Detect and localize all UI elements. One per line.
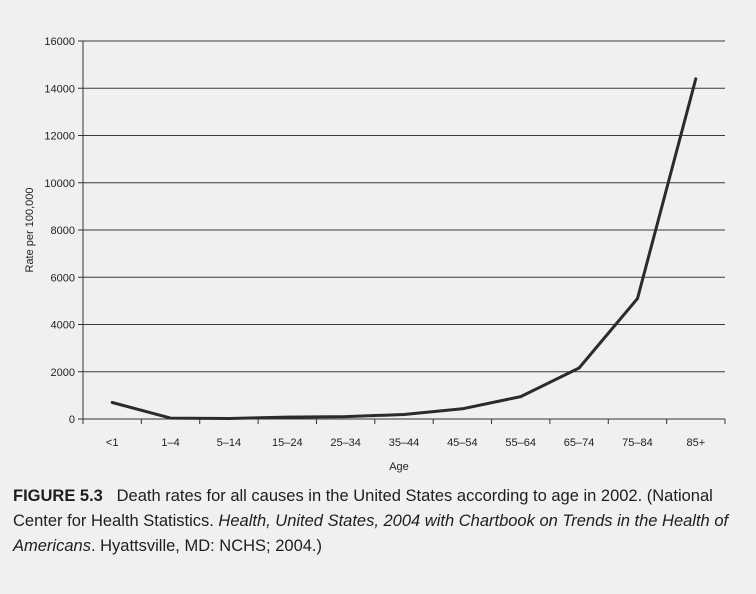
y-axis-title: Rate per 100,000 bbox=[24, 187, 36, 272]
x-tick-labels: <1 1–4 5–14 15–24 25–34 35–44 45–54 55–64 65–74 7… bbox=[106, 437, 705, 449]
caption-text-2: . Hyattsville, MD: NCHS; 2004.) bbox=[90, 537, 323, 555]
x-tick-label-8: 65–74 bbox=[564, 437, 595, 449]
y-tick-label-8: 16000 bbox=[44, 36, 75, 48]
y-tick-label-0: 0 bbox=[69, 414, 75, 426]
x-tick-label-6: 45–54 bbox=[447, 437, 478, 449]
series-lines bbox=[110, 77, 698, 420]
figure-label: FIGURE 5.3 bbox=[13, 487, 103, 505]
gridlines bbox=[83, 40, 725, 373]
series-line-0 bbox=[110, 77, 698, 420]
x-tick-label-1: 1–4 bbox=[161, 437, 179, 449]
figure-caption: FIGURE 5.3 Death rates for all causes in… bbox=[13, 484, 748, 559]
y-tick-labels: 0 2000 4000 6000 8000 10000 12000 14000 16000 bbox=[44, 36, 75, 426]
x-tick-label-4: 25–34 bbox=[330, 437, 361, 449]
x-tick-label-3: 15–24 bbox=[272, 437, 303, 449]
x-tick-label-7: 55–64 bbox=[505, 437, 536, 449]
y-tick-label-4: 8000 bbox=[51, 225, 75, 237]
y-tick-label-1: 2000 bbox=[51, 367, 75, 379]
x-tick-label-2: 5–14 bbox=[217, 437, 241, 449]
x-tick-label-0: <1 bbox=[106, 437, 119, 449]
death-rate-chart: 0 2000 4000 6000 8000 10000 12000 14000 16000 <1… bbox=[24, 36, 726, 473]
x-tick-label-10: 85+ bbox=[686, 437, 705, 449]
x-tick-label-5: 35–44 bbox=[389, 437, 420, 449]
x-tick-label-9: 75–84 bbox=[622, 437, 653, 449]
y-tick-label-7: 14000 bbox=[44, 83, 75, 95]
y-tick-label-3: 6000 bbox=[51, 272, 75, 284]
axes bbox=[78, 40, 726, 424]
caption-source-title: Health, United States, 2004 with Chartbo… bbox=[13, 512, 729, 555]
y-tick-label-5: 10000 bbox=[44, 178, 75, 190]
y-tick-label-2: 4000 bbox=[51, 320, 75, 332]
caption-text-1: Death rates for all causes in the United… bbox=[13, 487, 713, 530]
y-tick-label-6: 12000 bbox=[44, 131, 75, 143]
x-axis-title: Age bbox=[389, 461, 409, 473]
